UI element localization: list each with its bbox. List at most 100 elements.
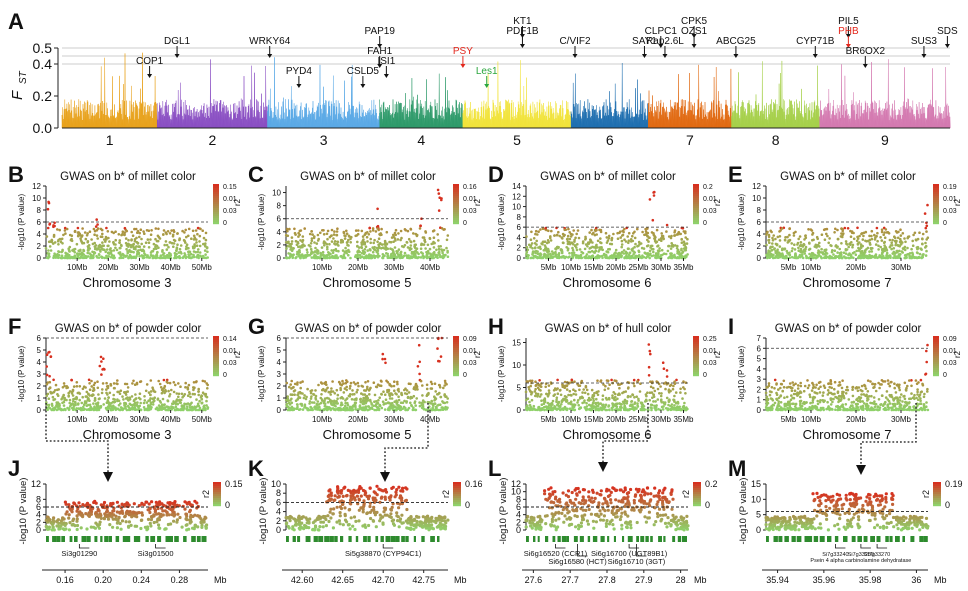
legend-swatch [213,192,219,195]
manhattan-point [581,251,585,255]
manhattan-point [783,238,787,242]
manhattan-point [75,381,79,384]
legend-swatch [933,202,939,205]
manhattan-point [633,236,637,240]
manhattan-point [71,389,75,393]
legend-tick-label: 0.03 [223,208,237,215]
manhattan-point [406,256,409,259]
manhattan-point [303,227,307,230]
manhattan-point [675,247,679,250]
manhattan-point [101,232,104,236]
y-tick-label: 10 [752,194,761,203]
manhattan-point [404,387,407,391]
manhattan-point [317,383,320,387]
manhattan-point [66,406,69,410]
manhattan-point [654,256,657,259]
manhattan-point [311,408,315,412]
manhattan-point [854,253,858,256]
manhattan-point [380,233,383,236]
manhattan-point [786,235,789,239]
manhattan-point [859,256,863,260]
manhattan-point [627,408,631,412]
manhattan-point [858,234,861,238]
manhattan-point [46,226,50,230]
legend-title: r2 [473,198,482,206]
manhattan-point [104,240,107,243]
manhattan-point [434,390,438,393]
x-axis-label: Chromosome 6 [563,275,652,290]
manhattan-point [56,394,60,398]
manhattan-point [826,234,829,238]
manhattan-point [97,256,101,259]
manhattan-point [571,248,575,252]
manhattan-point [838,247,841,251]
y-tick-label: 8 [277,202,282,211]
manhattan-point [108,391,112,395]
manhattan-point [309,242,313,245]
manhattan-point [339,241,343,244]
manhattan-point [197,387,200,391]
manhattan-point [548,403,551,407]
manhattan-point [127,399,130,402]
manhattan-point [670,403,674,406]
manhattan-point [147,229,151,232]
manhattan-point [90,379,93,383]
manhattan-point [316,252,320,255]
manhattan-point [372,381,376,385]
manhattan-point [425,254,429,257]
manhattan-point [419,224,422,227]
manhattan-point [163,243,166,247]
manhattan-point [615,405,619,409]
panel-f: F GWAS on b* of powder color0123456-log10… [8,314,242,442]
manhattan-point [549,407,553,410]
manhattan-point [52,235,56,238]
manhattan-point [127,242,130,246]
legend-swatch [933,220,939,223]
manhattan-point [650,244,654,248]
y-axis-label: F [9,90,26,100]
manhattan-point [292,385,295,389]
manhattan-point [150,229,153,232]
manhattan-point [446,255,450,258]
manhattan-point [870,234,873,238]
manhattan-point [112,382,116,385]
manhattan-point [405,401,408,404]
manhattan-point [647,365,651,369]
manhattan-point [680,237,683,241]
manhattan-point [342,231,346,235]
x-tick-label: 30Mb [651,263,672,272]
manhattan-point [125,408,129,412]
gene-label: DGL1 [164,36,191,47]
manhattan-point [834,244,837,248]
manhattan-point [847,245,850,249]
manhattan-point [186,402,190,405]
x-axis-label: Chromosome 3 [83,275,172,290]
manhattan-point [76,226,80,230]
x-tick-label: 20Mb [606,263,627,272]
legend-tick-label: 0.19 [943,184,957,191]
manhattan-points [284,188,450,260]
manhattan-point [353,401,357,405]
legend-tick-label: 0.03 [703,208,717,215]
manhattan-point [96,386,100,390]
manhattan-point [565,384,569,388]
manhattan-point [146,404,150,408]
manhattan-point [815,235,819,239]
manhattan-point [313,250,317,253]
manhattan-point [102,367,105,371]
manhattan-point [61,401,64,405]
manhattan-point [641,230,644,234]
manhattan-point [296,405,299,409]
manhattan-point [162,252,166,255]
manhattan-point [898,254,901,258]
chromosome-label: 1 [106,132,114,148]
manhattan-point [556,245,559,249]
manhattan-point [297,254,301,258]
manhattan-point [644,393,648,396]
manhattan-point [54,383,58,387]
y-tick-label: 0.0 [33,120,53,136]
manhattan-point [109,384,113,387]
manhattan-point [421,384,424,387]
manhattan-point [201,229,204,232]
manhattan-point [575,248,579,252]
